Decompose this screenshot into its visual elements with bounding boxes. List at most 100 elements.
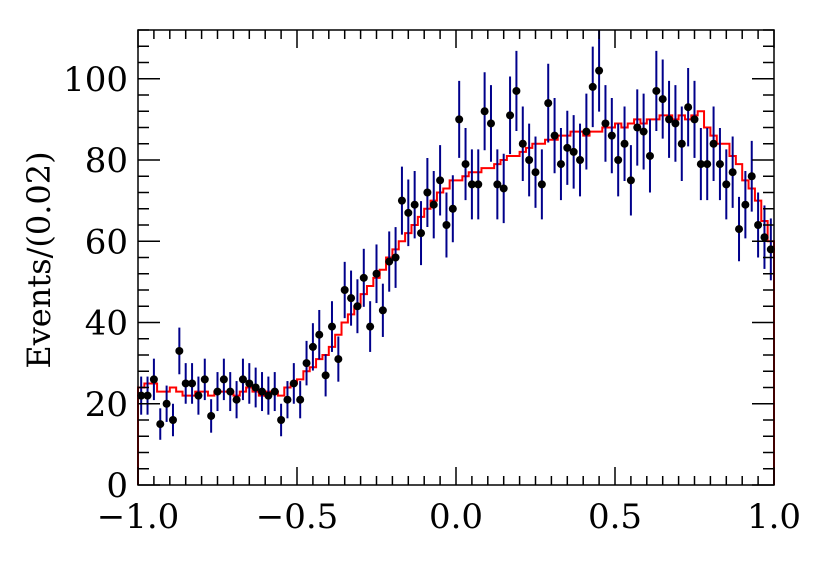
data-point (760, 233, 769, 242)
data-point (200, 375, 209, 384)
data-point (741, 200, 750, 209)
y-tick-label: 80 (85, 141, 128, 181)
data-point (690, 115, 699, 124)
plot-frame (137, 29, 775, 486)
data-point (219, 375, 228, 384)
data-point (321, 371, 330, 380)
data-point (175, 346, 184, 355)
data-point (754, 221, 763, 229)
data-point (372, 269, 381, 278)
data-point (251, 383, 260, 392)
data-point (391, 253, 400, 262)
data-point (518, 139, 527, 148)
y-tick-label: 100 (63, 60, 128, 100)
data-point (620, 139, 629, 148)
data-point (735, 225, 744, 234)
data-point (194, 391, 203, 400)
error-bars (140, 30, 772, 440)
data-point (353, 302, 362, 311)
data-point (658, 95, 667, 104)
data-point (366, 322, 375, 331)
data-point (652, 86, 661, 95)
data-point (385, 257, 394, 266)
data-point (168, 416, 177, 424)
data-point (232, 395, 241, 404)
y-tick-label: 0 (106, 466, 128, 506)
data-point (544, 99, 553, 108)
data-point (448, 204, 457, 213)
data-point (137, 391, 146, 400)
data-point (404, 208, 413, 217)
data-point (709, 139, 718, 148)
data-points (137, 66, 775, 429)
data-point (563, 143, 572, 152)
model-histogram (137, 110, 775, 485)
data-point (258, 387, 267, 396)
data-point (207, 411, 216, 420)
x-tick-label: 0.5 (588, 497, 642, 537)
data-point (226, 387, 235, 396)
data-point (588, 82, 597, 91)
data-point (728, 168, 737, 177)
data-point (576, 156, 585, 164)
data-point (296, 395, 305, 404)
data-point (359, 273, 368, 282)
data-point (614, 156, 623, 164)
data-point (684, 103, 693, 112)
data-point (703, 160, 712, 169)
data-point (277, 416, 286, 424)
data-point (633, 123, 642, 132)
data-point (340, 286, 349, 294)
data-point (245, 379, 254, 388)
data-point (607, 131, 616, 140)
data-point (582, 127, 591, 136)
x-tick-label: 0.0 (429, 497, 483, 537)
tick-labels: −1.0 −0.5 0.0 0.5 1.0 0 20 40 60 80 100 (63, 60, 801, 537)
x-tick-label: −0.5 (256, 497, 339, 537)
data-point (442, 221, 451, 229)
data-point (677, 139, 686, 148)
data-point (525, 156, 534, 164)
data-point (645, 151, 654, 160)
data-point (467, 180, 476, 189)
data-point (264, 391, 273, 400)
data-point (512, 86, 521, 95)
y-tick-label: 40 (85, 304, 128, 344)
data-point (283, 395, 292, 404)
data-point (486, 119, 495, 128)
axis-ticks (137, 29, 775, 486)
data-point (429, 200, 438, 209)
data-point (474, 180, 483, 189)
data-point (531, 168, 540, 177)
data-point (308, 342, 317, 351)
data-point (595, 66, 604, 75)
data-point (423, 188, 432, 197)
data-point (397, 196, 406, 205)
plot-area (137, 30, 775, 485)
y-tick-label: 60 (85, 222, 128, 262)
data-point (417, 229, 426, 238)
data-point (181, 379, 190, 388)
data-point (747, 172, 756, 181)
data-point (213, 387, 222, 396)
data-point (696, 160, 705, 169)
data-point (149, 375, 158, 384)
data-point (639, 127, 648, 136)
data-point (270, 387, 279, 396)
y-axis-label: Events/(0.02) (20, 151, 58, 368)
data-point (506, 111, 515, 120)
data-point (378, 306, 387, 315)
data-point (238, 375, 247, 384)
data-point (327, 322, 336, 331)
data-point (722, 180, 731, 189)
data-point (601, 119, 610, 128)
data-point (493, 180, 502, 189)
data-point (665, 115, 674, 124)
data-point (162, 399, 171, 408)
model-histogram-line (137, 110, 775, 485)
data-point (410, 200, 419, 209)
data-point (537, 180, 546, 189)
data-point (569, 147, 578, 156)
data-point (671, 119, 680, 128)
